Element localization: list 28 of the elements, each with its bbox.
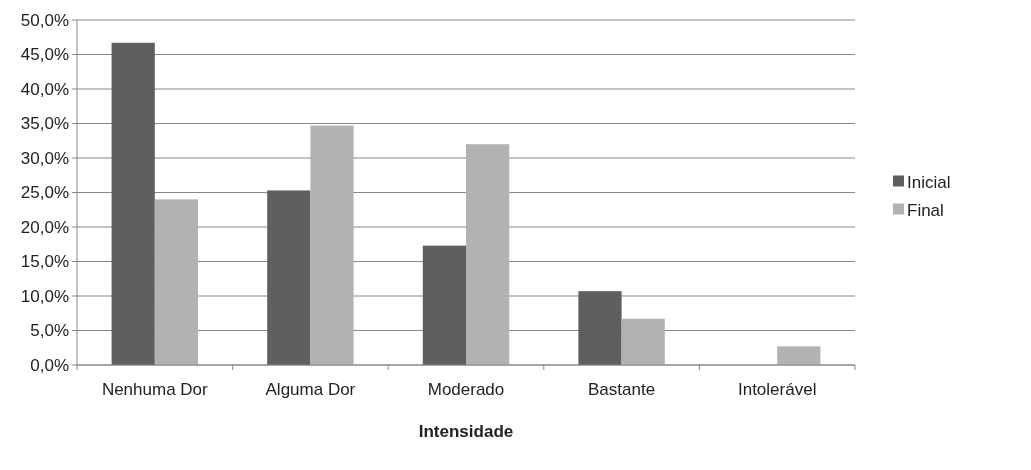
y-tick-label: 25,0%	[20, 183, 69, 203]
y-tick-label: 20,0%	[20, 217, 69, 237]
y-tick-label: 10,0%	[20, 286, 69, 306]
y-tick-label: 30,0%	[20, 148, 69, 168]
x-tick-label: Bastante	[588, 380, 656, 399]
y-tick-label: 5,0%	[30, 321, 69, 341]
x-tick-label: Intolerável	[737, 380, 817, 399]
legend-label: Final	[907, 201, 944, 221]
bar	[466, 144, 510, 365]
bar	[111, 42, 155, 365]
x-tick-label: Alguma Dor	[265, 380, 356, 399]
y-tick-label: 50,0%	[20, 10, 69, 30]
bar	[777, 346, 821, 365]
y-tick-label: 0,0%	[30, 355, 69, 375]
legend-label: Inicial	[907, 173, 951, 193]
x-axis-title: Intensidade	[418, 422, 514, 441]
bar	[422, 245, 466, 365]
x-tick-label: Nenhuma Dor	[101, 380, 209, 399]
bar	[621, 318, 665, 365]
bar	[578, 291, 622, 365]
y-tick-label: 45,0%	[20, 45, 69, 65]
y-tick-label: 15,0%	[20, 252, 69, 272]
x-tick-label: Moderado	[427, 380, 505, 399]
y-tick-label: 35,0%	[20, 114, 69, 134]
bar	[267, 190, 311, 365]
bar	[154, 199, 199, 365]
y-tick-label: 40,0%	[20, 79, 69, 99]
bar	[310, 125, 354, 365]
